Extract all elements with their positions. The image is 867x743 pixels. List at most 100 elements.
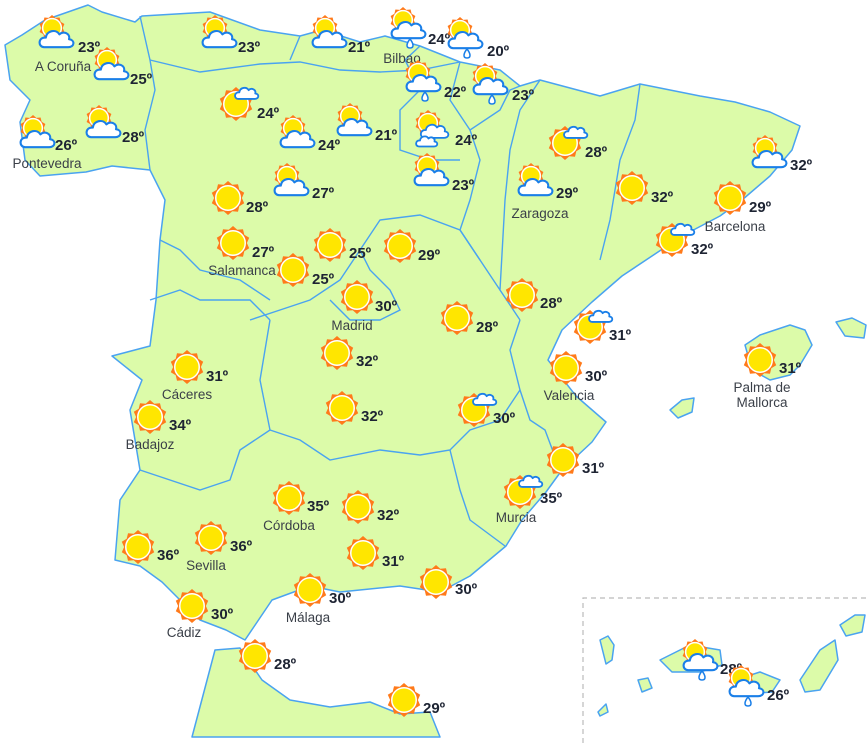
rain-drop xyxy=(421,90,429,102)
weather-station[interactable]: 29º xyxy=(387,683,446,717)
temperature-label: 31º xyxy=(206,368,229,385)
weather-station[interactable]: 23º xyxy=(472,63,535,105)
weather-station[interactable]: 22º xyxy=(405,60,467,102)
region-border xyxy=(149,289,271,321)
cloud-shape xyxy=(415,135,439,148)
weather-station[interactable]: 32º xyxy=(615,171,674,206)
sun-icon xyxy=(211,181,245,215)
weather-station[interactable]: 28º xyxy=(505,278,563,312)
temperature-label: 30º xyxy=(455,581,478,598)
sun-core xyxy=(423,569,449,595)
sun-core xyxy=(387,233,413,259)
weather-station[interactable]: 29º Zaragoza xyxy=(511,163,579,221)
weather-station[interactable]: 29º xyxy=(383,229,441,264)
weather-station[interactable]: 31º xyxy=(346,536,405,570)
weather-station[interactable]: 31º xyxy=(546,443,605,477)
sun-core xyxy=(345,494,371,520)
weather-station[interactable]: 24º xyxy=(219,86,280,122)
weather-station[interactable]: 30º Cádiz xyxy=(167,589,234,640)
sun-behind-cloud-icon xyxy=(85,105,122,139)
weather-station[interactable]: 23º A Coruña xyxy=(35,15,101,74)
sun-small-cloud-icon xyxy=(503,474,544,509)
temperature-label: 29º xyxy=(423,700,446,717)
region-border xyxy=(449,449,506,547)
weather-station[interactable]: 30º Valencia xyxy=(544,351,608,403)
weather-station[interactable]: 23º xyxy=(201,15,261,56)
city-label: A Coruña xyxy=(35,59,92,74)
temperature-label: 30º xyxy=(493,410,516,427)
weather-station[interactable]: 21º xyxy=(311,15,371,56)
weather-station[interactable]: 28º xyxy=(548,125,608,161)
region-border xyxy=(459,129,501,291)
sun-cloud-rain-icon xyxy=(682,639,719,681)
sun-core xyxy=(553,355,579,381)
sun-cloud-rain-icon xyxy=(405,60,442,102)
city-label: Salamanca xyxy=(208,263,276,278)
temperature-label: 29º xyxy=(418,247,441,264)
cloud-shape xyxy=(670,222,696,236)
temperature-label: 24º xyxy=(318,137,341,154)
sun-small-cloud-icon xyxy=(655,222,696,257)
weather-station[interactable]: 36º Sevilla xyxy=(186,521,253,573)
sun-icon xyxy=(272,481,306,515)
weather-station[interactable]: 31º Cáceres xyxy=(162,350,229,402)
weather-station[interactable]: 25º xyxy=(313,228,372,262)
sun-core xyxy=(174,354,200,380)
cloud-shape xyxy=(728,679,765,698)
sun-icon xyxy=(170,350,204,384)
sun-cloud-rain-icon xyxy=(728,665,765,707)
weather-station[interactable]: 32º xyxy=(325,391,384,425)
weather-station[interactable]: 32º xyxy=(320,336,379,370)
sun-icon xyxy=(194,521,228,555)
weather-station[interactable]: 26º xyxy=(728,665,790,707)
weather-station[interactable]: 24º xyxy=(279,115,341,154)
temperature-label: 23º xyxy=(238,39,261,56)
temperature-label: 30º xyxy=(375,298,398,315)
weather-station[interactable]: 30º Málaga xyxy=(286,573,352,625)
canary-island xyxy=(799,639,839,693)
sun-icon xyxy=(549,351,583,385)
weather-station[interactable]: 21º xyxy=(336,103,398,144)
sun-small-cloud-icon xyxy=(548,125,589,160)
city-label: Murcia xyxy=(496,510,537,525)
weather-station[interactable]: 24º xyxy=(415,110,478,149)
weather-station[interactable]: 30º xyxy=(419,565,478,599)
city-label: Valencia xyxy=(544,388,595,403)
weather-station[interactable]: 24º Bilbao xyxy=(383,7,451,66)
weather-station[interactable]: 28º xyxy=(440,301,499,336)
cloud-shape xyxy=(517,178,554,197)
weather-station[interactable]: 32º xyxy=(341,490,400,524)
sun-icon xyxy=(313,228,347,262)
weather-station[interactable]: 25º xyxy=(276,253,335,288)
sun-icon xyxy=(346,536,380,570)
sun-icon xyxy=(276,253,310,287)
weather-station[interactable]: 20º xyxy=(447,17,510,60)
sun-icon xyxy=(743,343,777,377)
weather-station[interactable]: 29º Barcelona xyxy=(705,181,772,234)
weather-station[interactable]: 25º xyxy=(93,47,153,88)
weather-station[interactable]: 31º Palma de Mallorca xyxy=(733,343,802,410)
weather-station[interactable]: 32º xyxy=(751,135,813,174)
city-label: Córdoba xyxy=(263,518,315,533)
weather-station[interactable]: 23º xyxy=(413,153,475,194)
weather-station[interactable]: 26º Pontevedra xyxy=(12,115,82,171)
weather-station[interactable]: 31º xyxy=(573,309,632,344)
region-border xyxy=(509,319,561,471)
weather-station[interactable]: 28º xyxy=(211,181,269,216)
weather-station[interactable]: 36º xyxy=(121,530,180,564)
weather-station[interactable]: 28º xyxy=(238,639,297,673)
weather-station[interactable]: 27º Salamanca xyxy=(208,226,276,278)
canary-island xyxy=(597,703,609,717)
weather-station[interactable]: 27º xyxy=(273,163,335,202)
sun-core xyxy=(198,525,224,551)
weather-station[interactable]: 35º Córdoba xyxy=(263,481,330,533)
weather-station[interactable]: 28º xyxy=(85,105,145,146)
sun-core xyxy=(179,593,205,619)
weather-station[interactable]: 34º Badajoz xyxy=(126,400,192,452)
weather-station[interactable]: 30º xyxy=(457,392,516,427)
sun-core xyxy=(550,447,576,473)
rain-drop xyxy=(488,93,496,105)
weather-station[interactable]: 32º xyxy=(655,222,714,258)
